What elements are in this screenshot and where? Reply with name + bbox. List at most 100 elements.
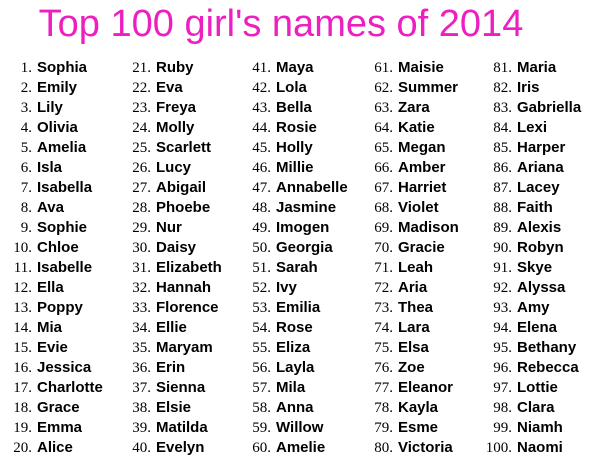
girl-name: Maisie [398,59,444,76]
girl-name: Lacey [517,179,560,196]
girl-name: Amber [398,159,446,176]
girl-name: Alice [37,439,73,456]
girl-name: Amy [517,299,550,316]
rank-number: 66. [374,160,393,176]
rank-number: 15. [13,340,32,356]
list-item: 55. Eliza [243,338,348,358]
girl-name: Olivia [37,119,78,136]
girl-name: Robyn [517,239,564,256]
girl-name: Molly [156,119,195,136]
girl-name: Millie [276,159,314,176]
list-item: 71. Leah [365,258,459,278]
list-item: 20. Alice [4,438,103,458]
girl-name: Lexi [517,119,548,136]
rank-number: 3. [20,100,32,116]
girl-name: Alyssa [517,279,566,296]
girl-name: Zoe [398,359,425,376]
girl-name: Grace [37,399,80,416]
girl-name: Rose [276,319,313,336]
girl-name: Emma [37,419,83,436]
girl-name: Florence [156,299,219,316]
list-item: 23. Freya [123,98,222,118]
list-item: 35. Maryam [123,338,222,358]
list-item: 16. Jessica [4,358,103,378]
girl-name: Megan [398,139,446,156]
list-item: 53. Emilia [243,298,348,318]
rank-number: 60. [252,440,271,456]
list-item: 94. Elena [482,318,581,338]
names-column-2: 21. Ruby 22. Eva 23. Freya 24. Molly 25. Scarlett… [123,58,222,458]
girl-name: Eva [156,79,183,96]
girl-name: Summer [398,79,459,96]
list-item: 9. Sophie [4,218,103,238]
rank-number: 35. [132,340,151,356]
rank-number: 82. [493,80,512,96]
rank-number: 45. [252,140,271,156]
girl-name: Katie [398,119,435,136]
list-item: 49. Imogen [243,218,348,238]
rank-number: 27. [132,180,151,196]
list-item: 61. Maisie [365,58,459,78]
girl-name: Bethany [517,339,577,356]
girl-name: Sienna [156,379,206,396]
names-list: 1. Sophia 2. Emily 3. Lily 4. Olivia 5. Amelia 6. I… [0,58,596,458]
list-item: 69. Madison [365,218,459,238]
list-item: 58. Anna [243,398,348,418]
girl-name: Imogen [276,219,330,236]
girl-name: Ella [37,279,64,296]
girl-name: Elsie [156,399,192,416]
girl-name: Esme [398,419,439,436]
list-item: 60. Amelie [243,438,348,458]
list-item: 12. Ella [4,278,103,298]
girl-name: Gracie [398,239,445,256]
list-item: 59. Willow [243,418,348,438]
girl-name: Harriet [398,179,447,196]
rank-number: 67. [374,180,393,196]
rank-number: 91. [493,260,512,276]
girl-name: Holly [276,139,313,156]
list-item: 82. Iris [482,78,581,98]
list-item: 47. Annabelle [243,178,347,198]
rank-number: 80. [374,440,393,456]
girl-name: Violet [398,199,439,216]
list-item: 90. Robyn [482,238,581,258]
rank-number: 9. [20,220,32,236]
list-item: 26. Lucy [123,158,222,178]
list-item: 44. Rosie [243,118,348,138]
rank-number: 7. [20,180,32,196]
list-item: 56. Layla [243,358,348,378]
list-item: 85. Harper [482,138,581,158]
rank-number: 56. [252,360,271,376]
list-item: 38. Elsie [123,398,222,418]
rank-number: 49. [252,220,271,236]
girl-name: Alexis [517,219,562,236]
list-item: 57. Mila [243,378,348,398]
girl-name: Zara [398,99,430,116]
rank-number: 19. [13,420,32,436]
list-item: 74. Lara [365,318,459,338]
rank-number: 29. [132,220,151,236]
list-item: 31. Elizabeth [123,258,222,278]
girl-name: Naomi [517,439,563,456]
list-item: 66. Amber [365,158,459,178]
rank-number: 51. [252,260,271,276]
rank-number: 25. [132,140,151,156]
girl-name: Aria [398,279,428,296]
list-item: 43. Bella [243,98,348,118]
list-item: 64. Katie [365,118,459,138]
list-item: 37. Sienna [123,378,222,398]
girl-name: Poppy [37,299,83,316]
rank-number: 99. [493,420,512,436]
rank-number: 55. [252,340,271,356]
rank-number: 41. [252,60,271,76]
list-item: 41. Maya [243,58,348,78]
girl-name: Georgia [276,239,333,256]
girl-name: Charlotte [37,379,103,396]
rank-number: 54. [252,320,271,336]
list-item: 25. Scarlett [123,138,222,158]
rank-number: 17. [13,380,32,396]
list-item: 63. Zara [365,98,459,118]
rank-number: 94. [493,320,512,336]
girl-name: Anna [276,399,314,416]
list-item: 40. Evelyn [123,438,222,458]
